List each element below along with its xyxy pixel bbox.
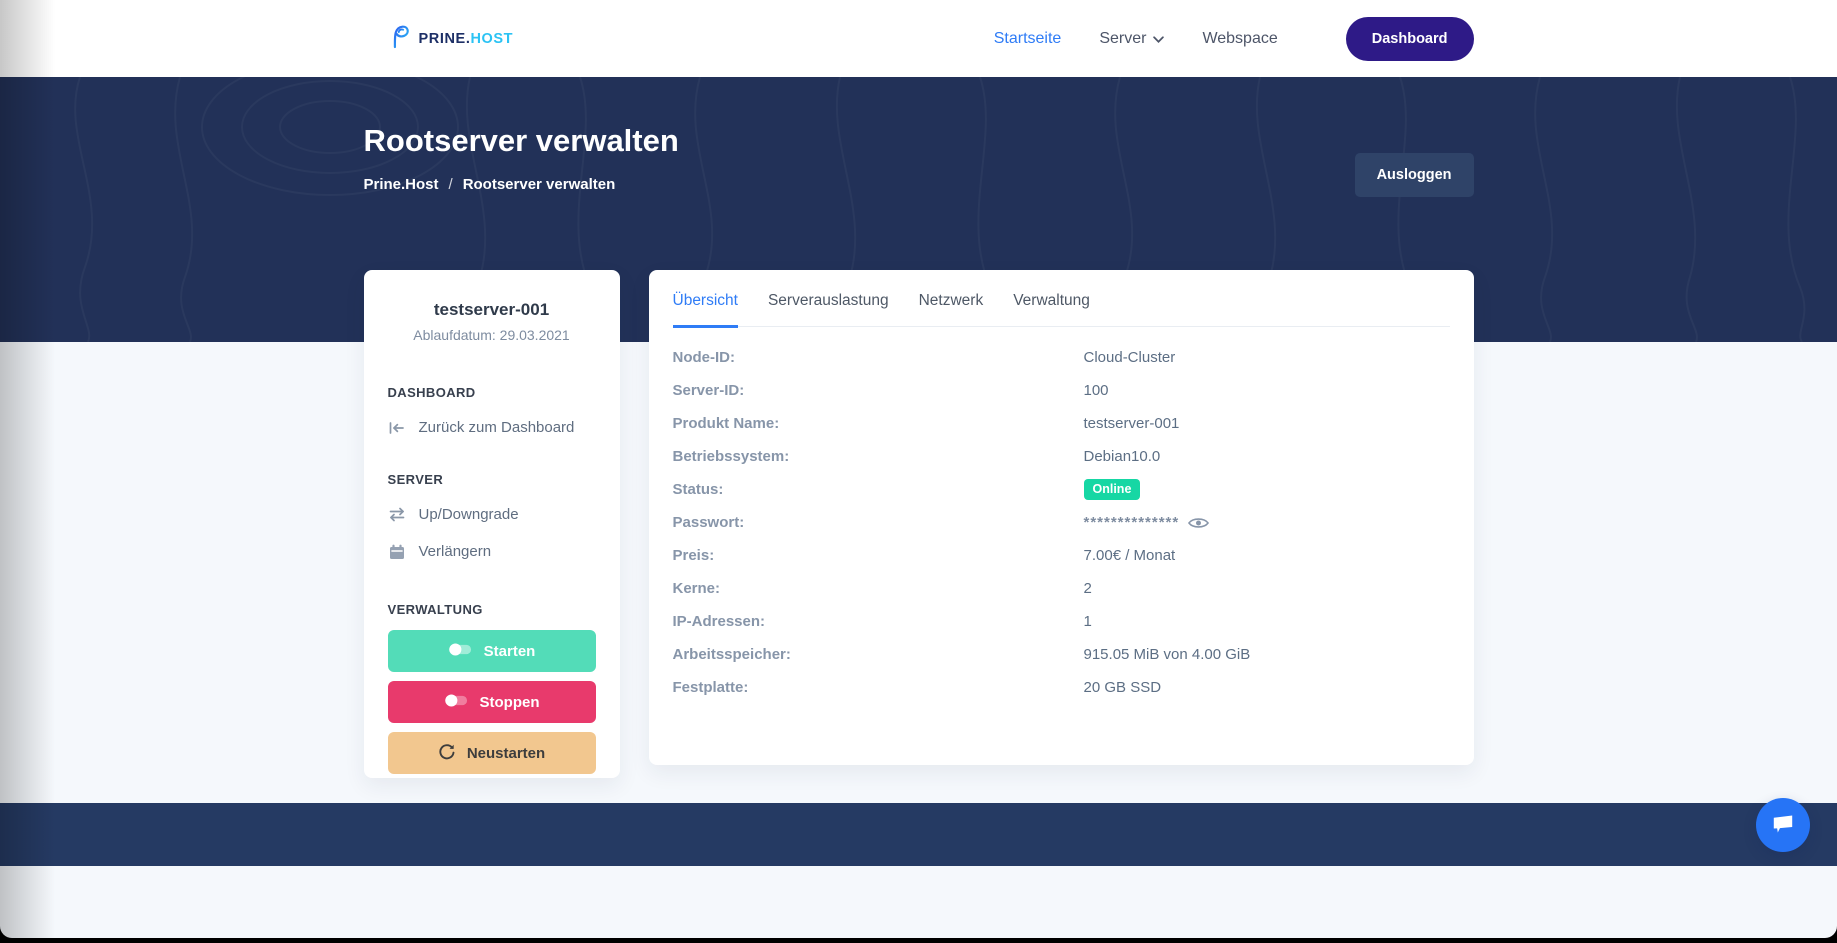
server-detail-card: Übersicht Serverauslastung Netzwerk Verw… [648, 270, 1474, 765]
sidebar-item-back-to-dashboard[interactable]: Zurück zum Dashboard [388, 419, 596, 436]
eye-icon[interactable] [1188, 516, 1210, 530]
detail-row-passwort: Passwort: ************** [673, 506, 1450, 539]
sidebar-heading-server: SERVER [387, 472, 444, 487]
dashboard-button[interactable]: Dashboard [1345, 16, 1474, 61]
sidebar-heading-dashboard: DASHBOARD [387, 385, 476, 400]
breadcrumb-home[interactable]: Prine.Host [363, 176, 439, 193]
detail-row-preis: Preis: 7.00€ / Monat [672, 547, 1176, 564]
tab-verwaltung[interactable]: Verwaltung [1013, 292, 1090, 309]
toggle-on-icon [448, 642, 472, 661]
chat-bubble-icon [1770, 811, 1796, 840]
arrow-left-to-line-icon [388, 420, 406, 436]
logout-button[interactable]: Ausloggen [1354, 153, 1474, 197]
tab-netzwerk[interactable]: Netzwerk [918, 292, 984, 309]
sidebar-item-updowngrade[interactable]: Up/Downgrade [388, 506, 596, 523]
brand-logo[interactable]: PRINE.HOST [389, 23, 514, 54]
sidebar-item-label: Up/Downgrade [418, 506, 519, 523]
restart-server-button[interactable]: Neustarten [387, 732, 596, 774]
swap-arrows-icon [388, 507, 406, 522]
detail-row-arbeitsspeicher: Arbeitsspeicher: 915.05 MiB von 4.00 GiB [672, 646, 1251, 663]
password-masked-value: ************** [1083, 514, 1180, 531]
detail-row-status: Status: Online [673, 473, 1450, 506]
hero-banner: Rootserver verwalten Prine.Host / Rootse… [0, 77, 1837, 342]
sidebar-item-label: Verlängern [418, 543, 492, 560]
detail-rows: Node-ID: Cloud-Cluster Server-ID: 100 Pr… [673, 341, 1450, 704]
breadcrumb-current: Rootserver verwalten [462, 176, 616, 193]
nav-link-server[interactable]: Server [1099, 30, 1165, 48]
toggle-off-icon [444, 693, 468, 712]
top-navbar: PRINE.HOST Startseite Server Webspace Da… [0, 0, 1837, 77]
server-name: testserver-001 [433, 300, 550, 319]
detail-row-festplatte: Festplatte: 20 GB SSD [672, 679, 1162, 696]
brand-leaf-icon [389, 23, 411, 54]
tab-serverauslastung[interactable]: Serverauslastung [767, 292, 889, 309]
detail-row-betriebssystem: Betriebssystem: Debian10.0 [672, 448, 1161, 465]
server-sidebar-card: testserver-001 Ablaufdatum: 29.03.2021 D… [363, 270, 620, 778]
sidebar-item-label: Zurück zum Dashboard [418, 419, 575, 436]
chevron-down-icon [1153, 30, 1165, 48]
detail-row-ip-adressen: IP-Adressen: 1 [672, 613, 1092, 630]
stop-server-button[interactable]: Stoppen [387, 681, 596, 723]
detail-row-server-id: Server-ID: 100 [672, 382, 1109, 399]
page-title: Rootserver verwalten [363, 123, 679, 158]
breadcrumb-separator: / [448, 176, 453, 193]
main-content: testserver-001 Ablaufdatum: 29.03.2021 D… [0, 270, 1837, 803]
sidebar-item-verlaengern[interactable]: Verlängern [388, 543, 596, 560]
start-server-button[interactable]: Starten [387, 630, 596, 672]
breadcrumb: Prine.Host / Rootserver verwalten [364, 176, 1474, 193]
brand-name: PRINE.HOST [418, 30, 514, 47]
nav-link-startseite[interactable]: Startseite [993, 29, 1062, 47]
status-badge: Online [1083, 479, 1141, 500]
sidebar-heading-verwaltung: VERWALTUNG [387, 602, 483, 617]
tab-uebersicht[interactable]: Übersicht [672, 292, 738, 328]
server-expiry-date: Ablaufdatum: 29.03.2021 [413, 327, 570, 343]
main-nav: Startseite Server Webspace Dashboard [993, 16, 1474, 61]
nav-link-webspace[interactable]: Webspace [1202, 29, 1278, 47]
detail-row-produkt-name: Produkt Name: testserver-001 [672, 415, 1180, 432]
detail-tabs: Übersicht Serverauslastung Netzwerk Verw… [672, 270, 1450, 328]
page-footer [0, 803, 1837, 866]
chat-widget-button[interactable] [1756, 798, 1810, 852]
detail-row-node-id: Node-ID: Cloud-Cluster [672, 349, 1176, 366]
calendar-icon [388, 544, 406, 560]
redo-icon [438, 743, 455, 764]
detail-row-kerne: Kerne: 2 [672, 580, 1092, 597]
